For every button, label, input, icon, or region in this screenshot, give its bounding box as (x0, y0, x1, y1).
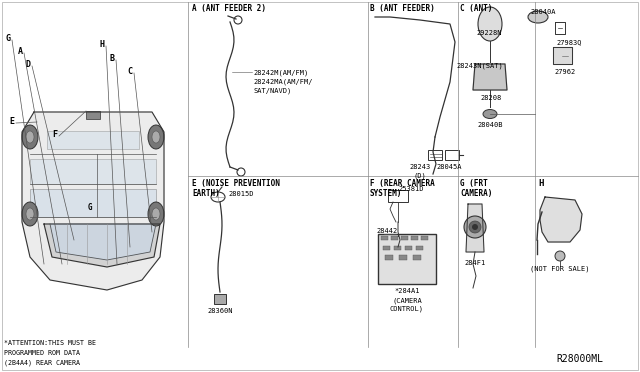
Bar (421, 236, 428, 240)
Text: A (ANT FEEDER 2): A (ANT FEEDER 2) (192, 4, 266, 13)
Text: 28243: 28243 (410, 164, 431, 170)
Text: PROGRAMMED ROM DATA: PROGRAMMED ROM DATA (4, 350, 80, 356)
Ellipse shape (148, 202, 164, 226)
Text: B (ANT FEEDER): B (ANT FEEDER) (370, 4, 435, 13)
Text: 284F1: 284F1 (465, 260, 486, 266)
Bar (30, 159, 156, 184)
Text: 28040A: 28040A (530, 9, 556, 15)
Bar (399, 255, 407, 260)
Bar (378, 234, 436, 284)
Bar (401, 236, 408, 240)
Polygon shape (44, 224, 160, 267)
Text: A: A (17, 46, 22, 55)
Bar (30, 189, 156, 217)
Bar (47, 131, 139, 149)
Text: G: G (6, 33, 10, 42)
Text: F: F (52, 129, 58, 138)
Circle shape (464, 216, 486, 238)
Circle shape (469, 221, 481, 233)
Bar (381, 236, 388, 240)
Text: CONTROL): CONTROL) (390, 306, 424, 312)
Bar (385, 255, 393, 260)
Circle shape (472, 224, 478, 230)
Bar (413, 255, 421, 260)
Bar (405, 246, 412, 250)
Text: 28242M(AM/FM): 28242M(AM/FM) (253, 69, 308, 76)
Text: SAT/NAVD): SAT/NAVD) (253, 87, 291, 93)
Bar (416, 246, 423, 250)
Text: 28040B: 28040B (477, 122, 503, 128)
Bar (394, 246, 401, 250)
Polygon shape (473, 64, 507, 90)
Text: 28208: 28208 (480, 95, 501, 101)
Text: C (ANT): C (ANT) (460, 4, 492, 13)
Bar (445, 150, 459, 160)
Bar (428, 150, 442, 160)
Bar (86, 111, 100, 119)
Text: C: C (127, 67, 132, 76)
Bar (388, 190, 408, 202)
Ellipse shape (152, 208, 160, 220)
Text: (D): (D) (413, 172, 426, 179)
Ellipse shape (483, 109, 497, 119)
Text: *284A1: *284A1 (394, 288, 420, 294)
Ellipse shape (152, 131, 160, 143)
Ellipse shape (148, 125, 164, 149)
Bar (383, 246, 390, 250)
Text: 28442: 28442 (376, 228, 397, 234)
Circle shape (555, 251, 565, 261)
Text: F (REAR CAMERA
SYSTEM): F (REAR CAMERA SYSTEM) (370, 179, 435, 198)
Bar (391, 236, 398, 240)
Ellipse shape (478, 7, 502, 41)
Text: (2B4A4) REAR CAMERA: (2B4A4) REAR CAMERA (4, 360, 80, 366)
Text: 29228N: 29228N (476, 30, 502, 36)
Ellipse shape (528, 11, 548, 23)
Text: E: E (10, 116, 15, 125)
Polygon shape (553, 47, 572, 64)
Text: G (FRT
CAMERA): G (FRT CAMERA) (460, 179, 492, 198)
Text: G: G (88, 202, 92, 212)
Text: H: H (538, 179, 543, 188)
Text: 27983Q: 27983Q (556, 39, 582, 45)
Text: H: H (99, 39, 104, 48)
Polygon shape (466, 204, 484, 252)
Text: 28360N: 28360N (207, 308, 233, 314)
Text: 28242MA(AM/FM/: 28242MA(AM/FM/ (253, 78, 312, 84)
Text: (CAMERA: (CAMERA (392, 297, 422, 304)
Text: 28243N(SAT): 28243N(SAT) (456, 62, 503, 68)
Text: B: B (109, 54, 115, 62)
Polygon shape (50, 224, 156, 260)
Text: (NOT FOR SALE): (NOT FOR SALE) (531, 266, 589, 273)
Ellipse shape (22, 125, 38, 149)
Polygon shape (22, 112, 164, 290)
Text: *ATTENTION:THIS MUST BE: *ATTENTION:THIS MUST BE (4, 340, 96, 346)
Polygon shape (540, 197, 582, 242)
Text: E (NOISE PREVENTION
EARTH): E (NOISE PREVENTION EARTH) (192, 179, 280, 198)
Bar (214, 294, 226, 304)
Text: 27962: 27962 (554, 69, 575, 75)
Text: R28000ML: R28000ML (557, 354, 604, 364)
Text: D: D (26, 60, 31, 68)
Text: 25381D: 25381D (398, 186, 424, 192)
Ellipse shape (26, 208, 34, 220)
Ellipse shape (26, 131, 34, 143)
Ellipse shape (22, 202, 38, 226)
Text: 28015D: 28015D (228, 191, 253, 197)
Text: 28045A: 28045A (436, 164, 461, 170)
Bar (411, 236, 418, 240)
